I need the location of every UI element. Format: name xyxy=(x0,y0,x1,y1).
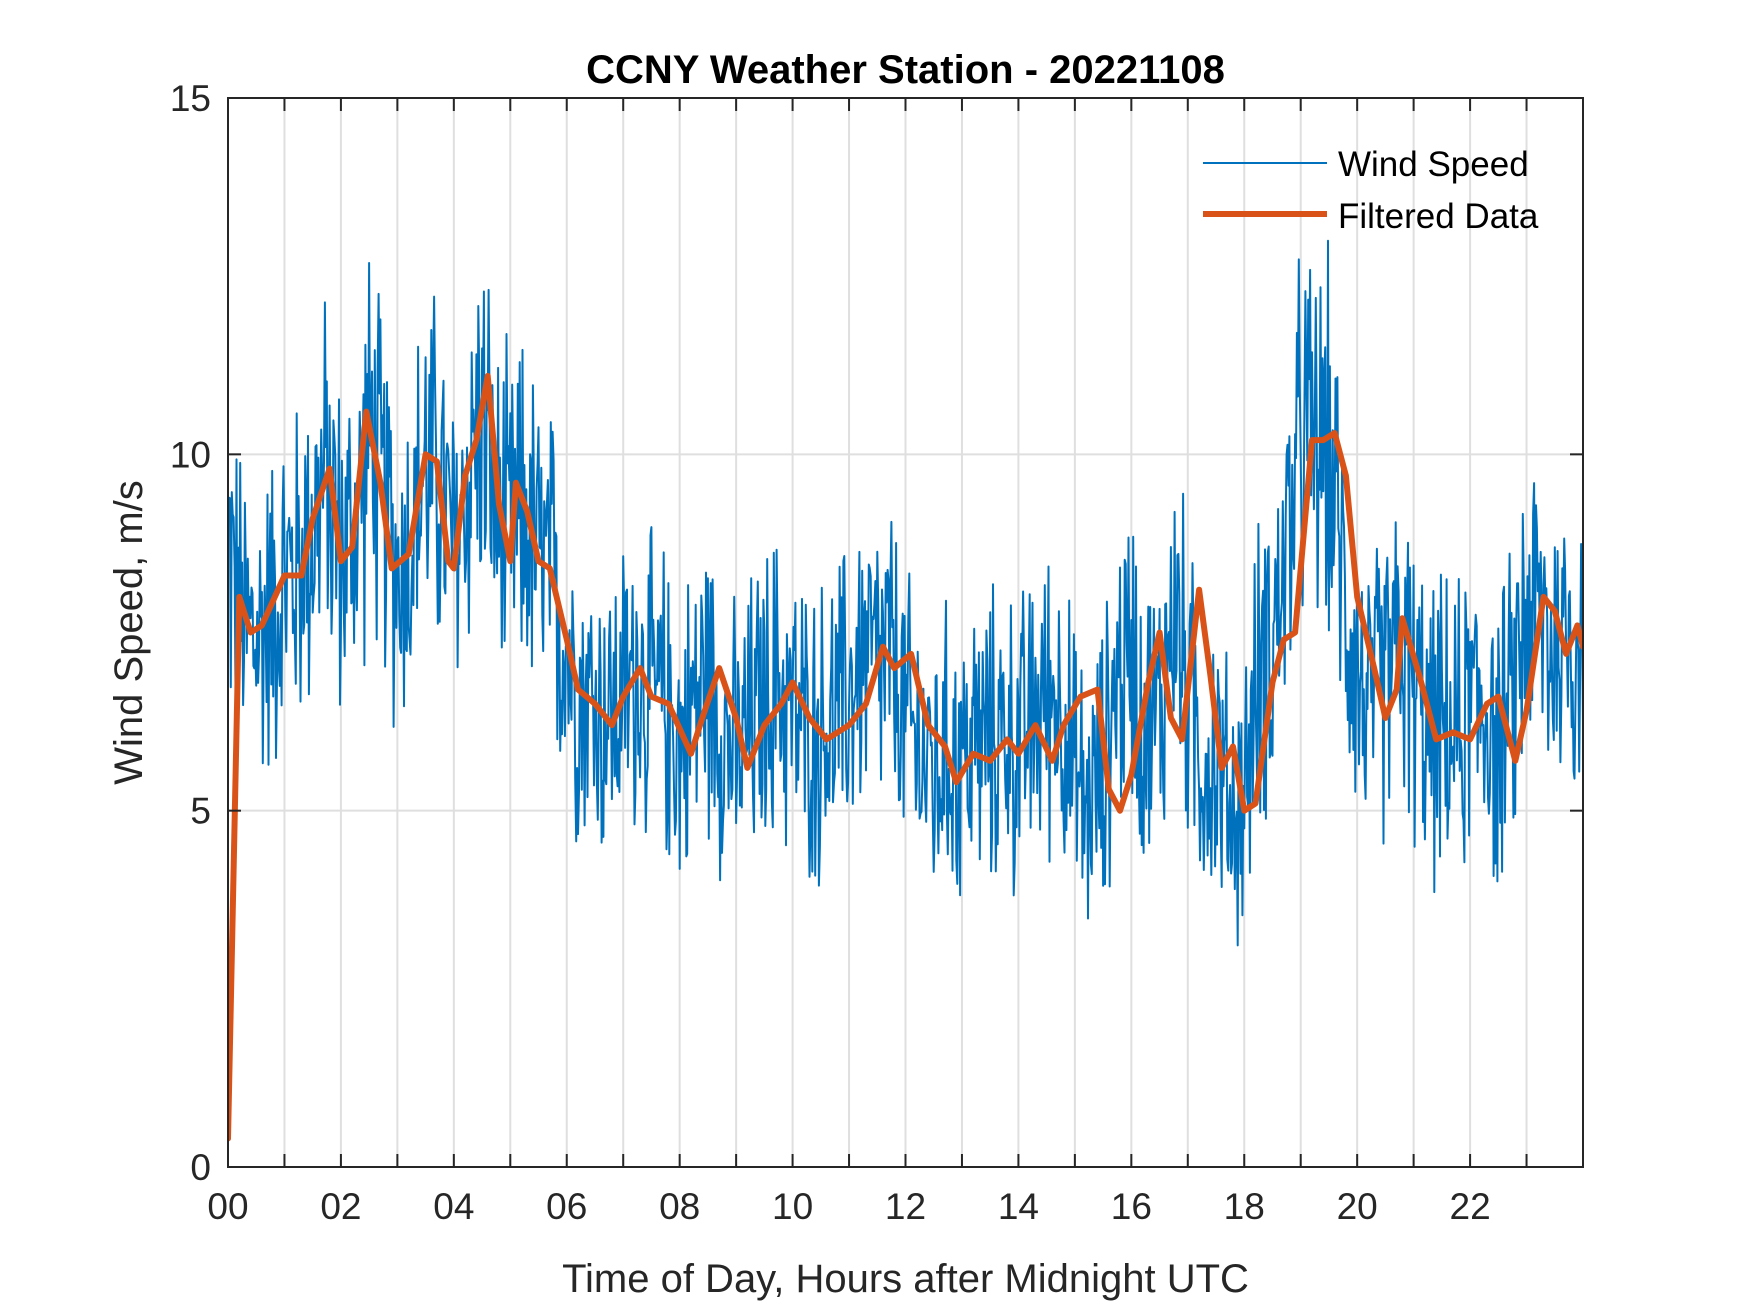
y-axis-label: Wind Speed, m/s xyxy=(107,480,151,785)
x-axis-label: Time of Day, Hours after Midnight UTC xyxy=(562,1257,1249,1301)
legend-label-wind-speed: Wind Speed xyxy=(1338,145,1529,184)
legend-label-filtered-data: Filtered Data xyxy=(1338,197,1539,236)
x-tick-label: 02 xyxy=(320,1186,361,1227)
x-tick-label: 14 xyxy=(998,1186,1039,1227)
series-line-filtered-data xyxy=(228,372,1583,1142)
x-tick-label: 00 xyxy=(207,1186,248,1227)
legend: Wind Speed Filtered Data xyxy=(1203,145,1539,236)
x-tick-label: 08 xyxy=(659,1186,700,1227)
x-tick-label: 04 xyxy=(433,1186,474,1227)
x-tick-label: 10 xyxy=(772,1186,813,1227)
tick-labels: 00 02 04 06 08 10 12 14 16 18 20 22 0 5 10 15 xyxy=(170,78,1491,1227)
x-tick-label: 22 xyxy=(1450,1186,1491,1227)
y-tick-label: 5 xyxy=(190,791,211,832)
y-tick-label: 10 xyxy=(170,434,211,475)
y-tick-label: 0 xyxy=(190,1147,211,1188)
x-tick-label: 12 xyxy=(885,1186,926,1227)
x-tick-label: 20 xyxy=(1337,1186,1378,1227)
x-tick-label: 16 xyxy=(1111,1186,1152,1227)
x-tick-label: 06 xyxy=(546,1186,587,1227)
y-tick-label: 15 xyxy=(170,78,211,119)
series-group xyxy=(228,239,1583,1142)
x-tick-label: 18 xyxy=(1224,1186,1265,1227)
tick-marks xyxy=(227,97,1584,1168)
chart-title: CCNY Weather Station - 20221108 xyxy=(586,48,1225,92)
